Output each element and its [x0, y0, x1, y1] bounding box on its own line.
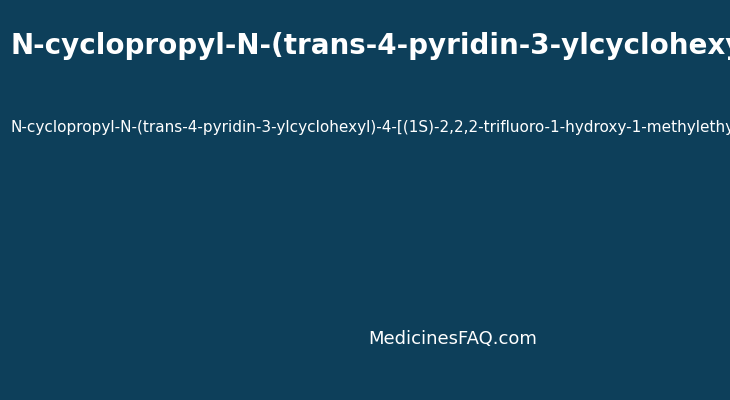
Text: N-cyclopropyl-N-(trans-4-pyridin-3-ylcyclohexyl)-4-[(1S)-2,2,2-trifluoro-1-hydro: N-cyclopropyl-N-(trans-4-pyridin-3-ylcyc… — [11, 32, 730, 60]
Text: N-cyclopropyl-N-(trans-4-pyridin-3-ylcyclohexyl)-4-[(1S)-2,2,2-trifluoro-1-hydro: N-cyclopropyl-N-(trans-4-pyridin-3-ylcyc… — [11, 120, 730, 135]
Text: MedicinesFAQ.com: MedicinesFAQ.com — [368, 330, 537, 348]
